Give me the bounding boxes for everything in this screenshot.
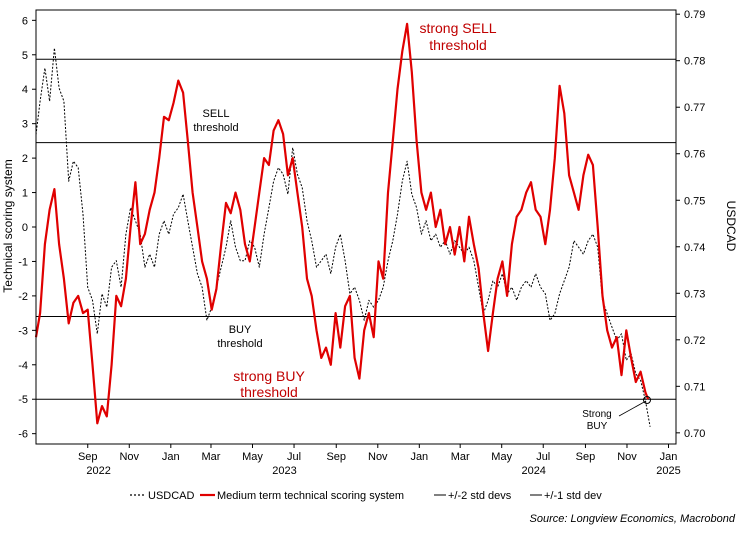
x-tick-label: Nov xyxy=(368,451,388,463)
left-tick-label: -4 xyxy=(18,360,28,372)
sell-annotation: SELL threshold xyxy=(193,108,238,134)
x-tick-label: Sep xyxy=(576,451,596,463)
left-tick-label: 0 xyxy=(22,222,28,234)
left-tick-label: 5 xyxy=(22,50,28,62)
right-tick-label: 0.76 xyxy=(684,149,705,161)
legend-label-2std: +/-2 std devs xyxy=(448,490,512,502)
strong-buy-annotation: strong BUY threshold xyxy=(233,368,305,400)
callout-line2: BUY xyxy=(587,421,608,432)
left-tick-label: 3 xyxy=(22,119,28,131)
x-tick-label: Jan xyxy=(162,451,180,463)
legend-label-1std: +/-1 std dev xyxy=(544,490,602,502)
x-year-label: 2024 xyxy=(521,465,545,477)
strong-sell-annotation: strong SELL threshold xyxy=(419,20,496,53)
legend-item-1std: +/-1 std dev xyxy=(530,490,602,502)
x-tick-label: Jul xyxy=(536,451,550,463)
callout-marker xyxy=(643,396,651,404)
right-tick-label: 0.77 xyxy=(684,102,705,114)
right-tick-label: 0.72 xyxy=(684,335,705,347)
callout-line1: Strong xyxy=(582,409,611,420)
strong-sell-line1: strong SELL xyxy=(419,20,496,36)
x-tick-label: Sep xyxy=(326,451,346,463)
x-tick-label: Mar xyxy=(451,451,470,463)
left-tick-label: -5 xyxy=(18,394,28,406)
sell-line2: threshold xyxy=(193,122,238,134)
strong-sell-line2: threshold xyxy=(429,37,487,53)
legend-label-usdcad: USDCAD xyxy=(148,490,195,502)
x-year-label: 2023 xyxy=(272,465,296,477)
plot-border xyxy=(35,9,677,445)
buy-annotation: BUY threshold xyxy=(217,324,262,350)
left-axis-title: Technical scoring system xyxy=(1,159,15,292)
right-tick-label: 0.70 xyxy=(684,428,705,440)
legend: USDCAD Medium term technical scoring sys… xyxy=(130,490,602,502)
x-tick-label: Mar xyxy=(202,451,221,463)
right-tick-label: 0.74 xyxy=(684,242,705,254)
buy-line2: threshold xyxy=(217,338,262,350)
x-tick-label: Jul xyxy=(287,451,301,463)
x-tick-label: Sep xyxy=(78,451,98,463)
legend-item-scoring: Medium term technical scoring system xyxy=(200,490,404,502)
threshold-lines xyxy=(36,58,676,400)
x-tick-label: Jan xyxy=(660,451,678,463)
x-tick-label: May xyxy=(491,451,512,463)
right-tick-label: 0.73 xyxy=(684,288,705,300)
left-axis: -6 -5 -4 -3 -2 -1 0 1 2 3 4 5 6 xyxy=(18,15,36,441)
left-tick-label: 4 xyxy=(22,84,28,96)
right-tick-label: 0.75 xyxy=(684,195,705,207)
strong-buy-callout: Strong BUY xyxy=(582,396,651,432)
series-scoring-line xyxy=(34,22,650,425)
right-tick-label: 0.79 xyxy=(684,9,705,21)
left-tick-label: 2 xyxy=(22,153,28,165)
x-tick-label: May xyxy=(242,451,263,463)
legend-item-usdcad: USDCAD xyxy=(130,490,195,502)
legend-label-scoring: Medium term technical scoring system xyxy=(217,490,404,502)
callout-leader-line xyxy=(618,400,647,417)
left-tick-label: -1 xyxy=(18,256,28,268)
right-axis-title: USDCAD xyxy=(724,201,738,252)
left-tick-label: -3 xyxy=(18,325,28,337)
series-layer xyxy=(34,22,651,427)
x-tick-label: Nov xyxy=(119,451,139,463)
x-year-label: 2025 xyxy=(656,465,680,477)
right-tick-label: 0.78 xyxy=(684,56,705,68)
strong-buy-line1: strong BUY xyxy=(233,368,305,384)
left-tick-label: -6 xyxy=(18,429,28,441)
left-tick-label: 1 xyxy=(22,188,28,200)
left-tick-label: -2 xyxy=(18,291,28,303)
right-axis: 0.70 0.71 0.72 0.73 0.74 0.75 0.76 0.77 0.78 0.79 xyxy=(676,9,705,440)
left-tick-label: 6 xyxy=(22,15,28,27)
x-axis: Sep Nov Jan Mar May Jul Sep Nov Jan Mar May Jul Sep N… xyxy=(78,444,681,477)
source-note: Source: Longview Economics, Macrobond xyxy=(530,513,736,525)
x-year-label: 2022 xyxy=(86,465,110,477)
legend-item-2std: +/-2 std devs xyxy=(434,490,512,502)
right-tick-label: 0.71 xyxy=(684,381,705,393)
x-tick-label: Nov xyxy=(617,451,637,463)
plot-frame xyxy=(35,9,677,445)
sell-line1: SELL xyxy=(203,108,230,120)
buy-line1: BUY xyxy=(229,324,252,336)
strong-buy-line2: threshold xyxy=(240,384,298,400)
x-tick-label: Jan xyxy=(410,451,428,463)
